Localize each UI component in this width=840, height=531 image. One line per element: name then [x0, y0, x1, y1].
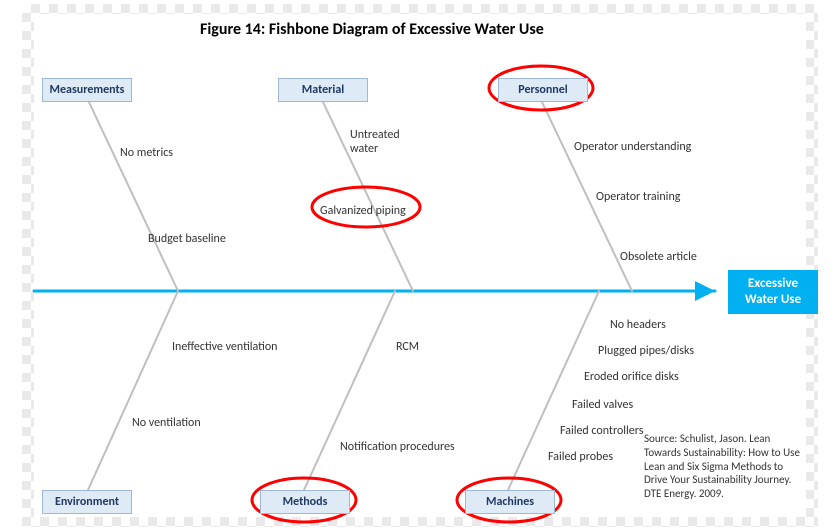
- cause-label: Obsolete article: [620, 250, 697, 264]
- cause-label: Plugged pipes/disks: [598, 344, 694, 358]
- effect-label: Excessive Water Use: [732, 276, 814, 307]
- cause-label: Eroded orifice disks: [584, 370, 679, 384]
- category-environment: Environment: [42, 490, 132, 514]
- cause-label: Galvanized piping: [320, 204, 406, 218]
- cause-label: No metrics: [120, 146, 173, 160]
- cause-label: Failed controllers: [560, 424, 643, 438]
- category-label: Methods: [283, 495, 328, 509]
- spine-arrowhead: [695, 281, 715, 301]
- bone-environment: [88, 291, 178, 490]
- bone-methods: [304, 291, 395, 490]
- category-label: Material: [302, 83, 344, 97]
- figure-title: Figure 14: Fishbone Diagram of Excessive…: [200, 20, 544, 39]
- source-citation: Source: Schulist, Jason. Lean Towards Su…: [644, 432, 804, 501]
- cause-label: RCM: [396, 340, 419, 354]
- effect-box: Excessive Water Use: [728, 270, 818, 314]
- category-label: Machines: [486, 495, 534, 509]
- cause-label: Operator understanding: [574, 140, 691, 154]
- cause-label: Notification procedures: [340, 440, 455, 454]
- cause-label: Ineffective ventilation: [172, 340, 277, 354]
- category-measurements: Measurements: [42, 78, 132, 102]
- cause-label: Failed valves: [572, 398, 633, 412]
- category-material: Material: [278, 78, 368, 102]
- bone-measurements: [88, 100, 178, 291]
- cause-label: Operator training: [596, 190, 680, 204]
- cause-label: Budget baseline: [148, 232, 226, 246]
- cause-label: No ventilation: [132, 416, 201, 430]
- category-label: Personnel: [518, 83, 567, 97]
- cause-label: Untreated water: [350, 128, 410, 156]
- category-methods: Methods: [260, 490, 350, 514]
- category-label: Environment: [55, 495, 119, 509]
- category-personnel: Personnel: [498, 78, 588, 102]
- category-machines: Machines: [465, 490, 555, 514]
- cause-label: Failed probes: [548, 450, 613, 464]
- category-label: Measurements: [50, 83, 125, 97]
- cause-label: No headers: [610, 318, 666, 332]
